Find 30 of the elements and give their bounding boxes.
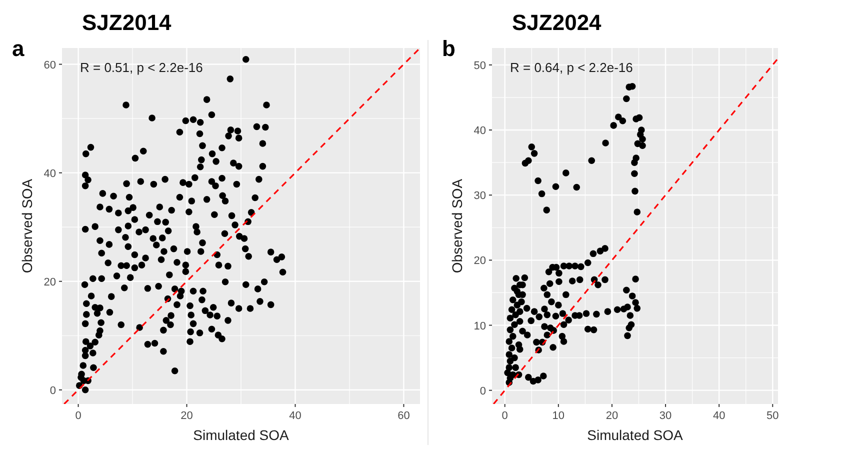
x-tick-label: 10 (552, 410, 565, 422)
annotation: R = 0.64, p < 2.2e-16 (510, 60, 633, 75)
text: a (12, 36, 25, 61)
y-tick-label: 0 (480, 385, 486, 398)
y-axis-title: Observed SOA (19, 178, 35, 274)
y-tick-label: 10 (474, 320, 486, 332)
x-tick-label: 0 (502, 410, 508, 422)
text: b (442, 36, 456, 61)
x-tick-label: 40 (289, 410, 302, 422)
y-tick-label: 40 (474, 125, 486, 138)
y-tick-label: 0 (50, 384, 56, 397)
x-axis-title: Simulated SOA (193, 427, 290, 443)
y-tick-label: 20 (474, 255, 486, 268)
x-tick-label: 0 (75, 410, 82, 422)
y-tick-label: 20 (44, 276, 56, 288)
chart-title: SJZ2024 (512, 10, 602, 35)
annotation: R = 0.51, p < 2.2e-16 (80, 60, 203, 75)
y-tick-label: 60 (44, 59, 56, 72)
x-tick-label: 60 (398, 410, 410, 422)
y-tick-label: 40 (44, 168, 56, 180)
x-tick-label: 20 (180, 410, 193, 422)
x-tick-label: 40 (712, 410, 726, 422)
y-axis-title: Observed SOA (449, 178, 465, 274)
chart-title: SJZ2014 (82, 10, 172, 35)
y-tick-label: 30 (474, 190, 486, 202)
x-tick-label: 30 (659, 410, 672, 422)
y-tick-label: 50 (474, 60, 486, 72)
x-tick-label: 20 (606, 410, 618, 422)
x-tick-label: 50 (766, 410, 779, 422)
x-axis-title: Simulated SOA (587, 427, 684, 443)
